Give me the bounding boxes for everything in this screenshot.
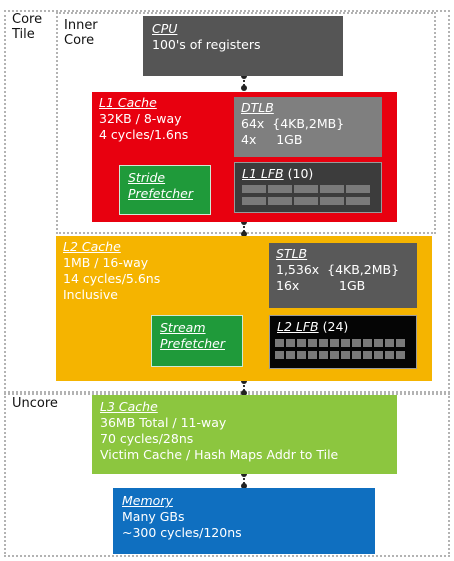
connector-l2-l3 bbox=[243, 381, 245, 395]
connector-dot bbox=[241, 471, 247, 477]
l2-cache-latency: 14 cycles/5.6ns bbox=[63, 271, 161, 286]
uncore-label: Uncore bbox=[12, 396, 58, 411]
cpu-box: CPU 100's of registers bbox=[143, 16, 343, 76]
connector-l1-l2 bbox=[243, 222, 245, 236]
core-tile-region bbox=[4, 10, 450, 393]
lfb-slot bbox=[308, 351, 317, 359]
l2-cache-size: 1MB / 16-way bbox=[63, 255, 149, 270]
stride-prefetcher-box: Stride Prefetcher bbox=[119, 165, 211, 215]
lfb-slot bbox=[363, 351, 372, 359]
connector-l3-memory bbox=[243, 474, 245, 488]
connector-dot bbox=[241, 73, 247, 79]
lfb-slot bbox=[385, 339, 394, 347]
stlb-line-2: 16x 1GB bbox=[276, 278, 366, 293]
stlb-title: STLB bbox=[276, 246, 308, 261]
lfb-slot bbox=[374, 339, 383, 347]
dtlb-line-1: 64x {4KB,2MB} bbox=[241, 116, 345, 131]
lfb-slot bbox=[385, 351, 394, 359]
connector-cpu-l1 bbox=[243, 76, 245, 90]
connector-dot bbox=[241, 231, 247, 237]
connector-dot bbox=[241, 483, 247, 489]
l2-lfb-slots bbox=[275, 351, 405, 359]
memory-box: Memory Many GBs ~300 cycles/120ns bbox=[113, 488, 375, 554]
lfb-slot bbox=[346, 197, 370, 205]
l3-cache-policy: Victim Cache / Hash Maps Addr to Tile bbox=[100, 447, 339, 462]
l1-lfb-count: (10) bbox=[287, 166, 314, 181]
lfb-slot bbox=[363, 339, 372, 347]
lfb-slot bbox=[319, 351, 328, 359]
lfb-slot bbox=[346, 185, 370, 193]
lfb-slot bbox=[268, 197, 292, 205]
stream-prefetcher-line-1: Stream bbox=[160, 320, 206, 335]
memory-size: Many GBs bbox=[122, 509, 185, 524]
stride-prefetcher-line-2: Prefetcher bbox=[128, 186, 193, 201]
l1-lfb-slots bbox=[242, 185, 370, 193]
dtlb-title: DTLB bbox=[241, 100, 274, 115]
lfb-slot bbox=[297, 351, 306, 359]
dtlb-line-2: 4x 1GB bbox=[241, 132, 303, 147]
l1-lfb-slots bbox=[242, 197, 370, 205]
stride-prefetcher-line-1: Stride bbox=[128, 170, 166, 185]
l1-lfb-title: L1 LFB bbox=[242, 166, 284, 181]
cpu-registers-text: 100's of registers bbox=[152, 37, 261, 52]
lfb-slot bbox=[374, 351, 383, 359]
l1-cache-size: 32KB / 8-way bbox=[99, 111, 182, 126]
lfb-slot bbox=[319, 339, 328, 347]
l2-lfb-count: (24) bbox=[322, 319, 349, 334]
lfb-slot bbox=[320, 197, 344, 205]
lfb-slot bbox=[297, 339, 306, 347]
connector-dot bbox=[241, 390, 247, 396]
stream-prefetcher-box: Stream Prefetcher bbox=[151, 315, 243, 367]
lfb-slot bbox=[330, 351, 339, 359]
dtlb-box: DTLB 64x {4KB,2MB} 4x 1GB bbox=[234, 97, 382, 157]
cpu-title: CPU bbox=[152, 21, 178, 36]
lfb-slot bbox=[341, 351, 350, 359]
lfb-slot bbox=[294, 197, 318, 205]
lfb-slot bbox=[268, 185, 292, 193]
lfb-slot bbox=[352, 351, 361, 359]
l2-lfb-slots bbox=[275, 339, 405, 347]
inner-core-label: Inner Core bbox=[64, 18, 98, 48]
lfb-slot bbox=[330, 339, 339, 347]
lfb-slot bbox=[308, 339, 317, 347]
core-tile-label: Core Tile bbox=[12, 12, 43, 42]
stlb-line-1: 1,536x {4KB,2MB} bbox=[276, 262, 400, 277]
l2-lfb-title: L2 LFB bbox=[277, 319, 319, 334]
lfb-slot bbox=[294, 185, 318, 193]
lfb-slot bbox=[352, 339, 361, 347]
l1-cache-latency: 4 cycles/1.6ns bbox=[99, 127, 189, 142]
l2-lfb-heading: L2 LFB (24) bbox=[277, 319, 409, 335]
lfb-slot bbox=[320, 185, 344, 193]
l2-cache-title: L2 Cache bbox=[63, 239, 121, 254]
lfb-slot bbox=[242, 185, 266, 193]
stream-prefetcher-line-2: Prefetcher bbox=[160, 336, 225, 351]
l3-cache-size: 36MB Total / 11-way bbox=[100, 415, 227, 430]
connector-dot bbox=[241, 219, 247, 225]
connector-dot bbox=[241, 85, 247, 91]
lfb-slot bbox=[341, 339, 350, 347]
uncore-region bbox=[4, 393, 450, 557]
lfb-slot bbox=[275, 351, 284, 359]
lfb-slot bbox=[396, 351, 405, 359]
l1-lfb-heading: L1 LFB (10) bbox=[242, 166, 374, 182]
lfb-slot bbox=[286, 339, 295, 347]
l3-cache-box: L3 Cache 36MB Total / 11-way 70 cycles/2… bbox=[92, 395, 397, 474]
lfb-slot bbox=[396, 339, 405, 347]
l3-cache-latency: 70 cycles/28ns bbox=[100, 431, 194, 446]
lfb-slot bbox=[242, 197, 266, 205]
connector-dot bbox=[241, 378, 247, 384]
memory-latency: ~300 cycles/120ns bbox=[122, 525, 242, 540]
l1-cache-title: L1 Cache bbox=[99, 95, 157, 110]
l3-cache-title: L3 Cache bbox=[100, 399, 158, 414]
stlb-box: STLB 1,536x {4KB,2MB} 16x 1GB bbox=[269, 243, 417, 308]
memory-title: Memory bbox=[122, 493, 173, 508]
lfb-slot bbox=[286, 351, 295, 359]
l2-cache-policy: Inclusive bbox=[63, 287, 118, 302]
lfb-slot bbox=[275, 339, 284, 347]
